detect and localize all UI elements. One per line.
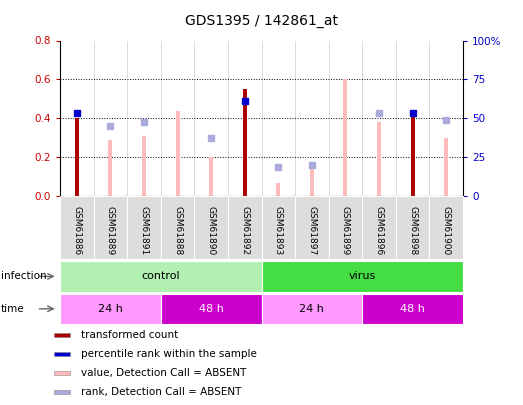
Text: GSM61898: GSM61898 bbox=[408, 206, 417, 255]
Text: GSM61893: GSM61893 bbox=[274, 206, 283, 255]
Text: GSM61897: GSM61897 bbox=[308, 206, 316, 255]
Bar bbox=[54, 333, 70, 337]
Bar bbox=[209, 158, 213, 196]
Bar bbox=[262, 294, 362, 324]
Bar bbox=[142, 136, 146, 196]
Text: infection: infection bbox=[1, 271, 47, 281]
Bar bbox=[228, 196, 262, 259]
Bar bbox=[54, 390, 70, 394]
Bar bbox=[310, 167, 314, 196]
Bar bbox=[276, 183, 280, 196]
Text: transformed count: transformed count bbox=[81, 330, 178, 340]
Bar bbox=[176, 111, 179, 196]
Bar bbox=[262, 261, 463, 292]
Text: control: control bbox=[142, 271, 180, 281]
Bar bbox=[243, 89, 247, 196]
Text: GSM61888: GSM61888 bbox=[173, 206, 182, 255]
Bar bbox=[295, 196, 328, 259]
Text: percentile rank within the sample: percentile rank within the sample bbox=[81, 349, 257, 359]
Text: 48 h: 48 h bbox=[400, 304, 425, 314]
Bar bbox=[54, 352, 70, 356]
Bar bbox=[328, 196, 362, 259]
Bar bbox=[60, 261, 262, 292]
Text: GSM61889: GSM61889 bbox=[106, 206, 115, 255]
Bar bbox=[195, 196, 228, 259]
Text: 24 h: 24 h bbox=[299, 304, 324, 314]
Bar bbox=[94, 196, 127, 259]
Bar bbox=[396, 196, 429, 259]
Bar bbox=[108, 140, 112, 196]
Text: GSM61892: GSM61892 bbox=[240, 206, 249, 255]
Text: rank, Detection Call = ABSENT: rank, Detection Call = ABSENT bbox=[81, 387, 241, 396]
Text: GSM61891: GSM61891 bbox=[140, 206, 149, 255]
Bar bbox=[161, 294, 262, 324]
Text: time: time bbox=[1, 304, 25, 314]
Bar bbox=[411, 117, 415, 196]
Bar bbox=[362, 196, 396, 259]
Bar bbox=[362, 294, 463, 324]
Bar bbox=[429, 196, 463, 259]
Text: 24 h: 24 h bbox=[98, 304, 123, 314]
Bar bbox=[60, 196, 94, 259]
Bar bbox=[161, 196, 195, 259]
Text: GDS1395 / 142861_at: GDS1395 / 142861_at bbox=[185, 14, 338, 28]
Text: GSM61896: GSM61896 bbox=[374, 206, 383, 255]
Text: value, Detection Call = ABSENT: value, Detection Call = ABSENT bbox=[81, 368, 246, 378]
Text: GSM61899: GSM61899 bbox=[341, 206, 350, 255]
Text: GSM61886: GSM61886 bbox=[72, 206, 82, 255]
Bar bbox=[127, 196, 161, 259]
Bar bbox=[377, 122, 381, 196]
Bar bbox=[75, 118, 79, 196]
Text: GSM61890: GSM61890 bbox=[207, 206, 215, 255]
Text: virus: virus bbox=[348, 271, 376, 281]
Text: GSM61900: GSM61900 bbox=[441, 206, 451, 255]
Bar bbox=[60, 294, 161, 324]
Bar bbox=[344, 79, 347, 196]
Bar bbox=[444, 138, 448, 196]
Bar bbox=[262, 196, 295, 259]
Text: 48 h: 48 h bbox=[199, 304, 224, 314]
Bar bbox=[54, 371, 70, 375]
